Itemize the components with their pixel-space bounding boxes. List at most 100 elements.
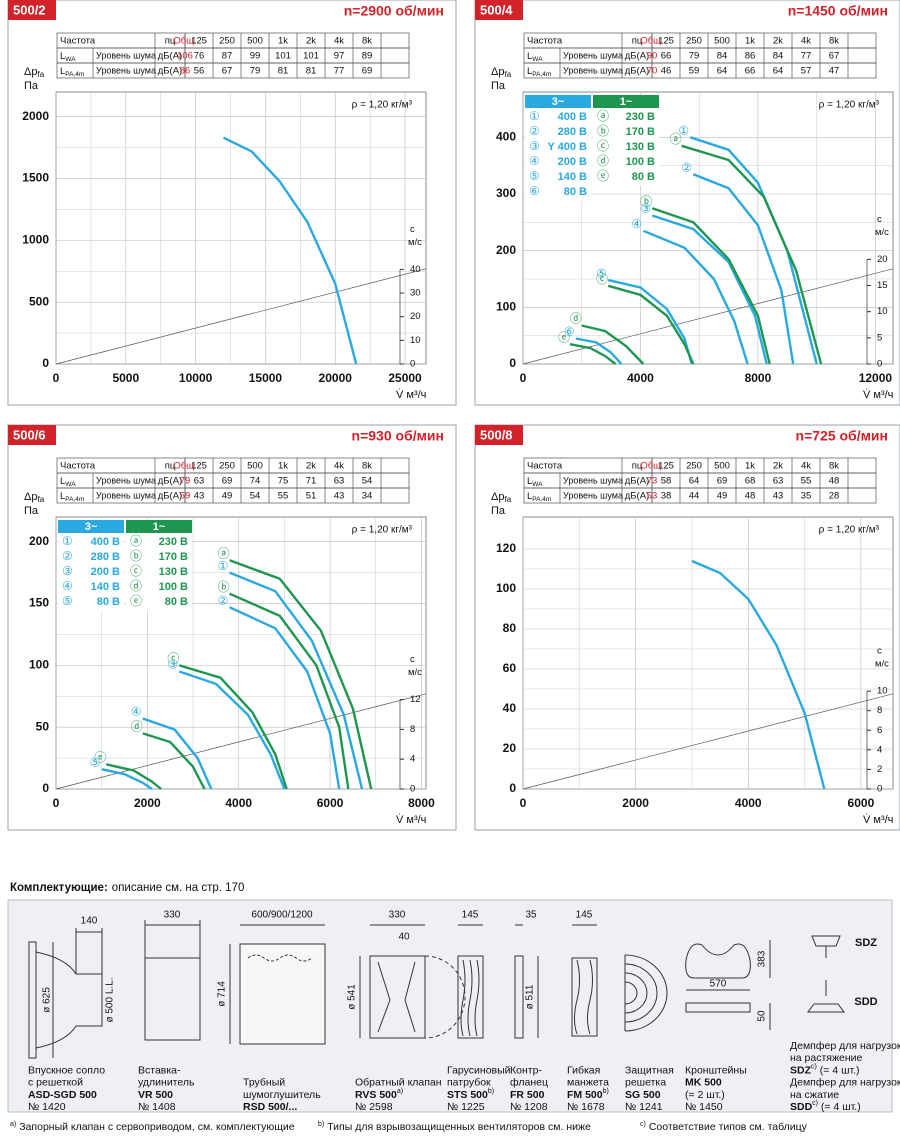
item-caption-text: с решеткой: [28, 1076, 83, 1088]
item-caption-text: MK 500: [685, 1076, 722, 1088]
item-caption-text: FM 500: [567, 1089, 603, 1101]
panel-frame: [7, 424, 457, 831]
plot-area: [55, 91, 427, 365]
item-caption: удлинитель: [138, 1076, 195, 1088]
row-unit: дБ(А): [158, 51, 182, 62]
item-caption: Обратный клапан: [355, 1076, 442, 1088]
y-axis-label: Δpfa: [24, 491, 45, 504]
table-header: 8k: [829, 36, 839, 47]
curve-label: ⓐ: [670, 132, 682, 146]
table-value: 47: [829, 66, 840, 77]
row-symbol-sub: WA: [65, 56, 76, 63]
item-caption-text: Демпфер для нагрузок: [790, 1040, 900, 1052]
table-value: 67: [829, 51, 840, 62]
table-header: 2k: [306, 36, 316, 47]
item-caption-sup: c): [812, 1100, 818, 1107]
legend-name: 80 В: [165, 596, 188, 608]
table-header: 125: [191, 36, 207, 47]
row-name: Уровень шума: [96, 50, 156, 60]
accessories-subtitle: описание см. на стр. 170: [112, 882, 245, 894]
item-caption: Контр-: [510, 1064, 542, 1076]
table-header: пц: [165, 36, 176, 47]
item-caption-text: STS 500: [447, 1089, 488, 1101]
velocity-tick-label: 8: [877, 705, 882, 716]
table-value: 68: [745, 476, 756, 487]
item-caption-sup: a): [397, 1088, 403, 1095]
table-value: 57: [801, 66, 812, 77]
x-tick-label: 5000: [112, 371, 139, 385]
item-caption-text: Защитная: [625, 1064, 674, 1076]
fan-curve: [178, 664, 288, 790]
legend-name: 80 В: [564, 186, 587, 198]
y-axis-unit: Па: [491, 505, 506, 517]
velocity-label: c: [877, 646, 882, 657]
table-value: 49: [222, 491, 233, 502]
dimension-label: 600/900/1200: [251, 910, 313, 921]
velocity-tick-label: 10: [877, 686, 888, 697]
table-value: 73: [647, 476, 658, 487]
y-tick-label: 50: [36, 719, 50, 733]
curve-label: ①: [678, 124, 689, 138]
x-tick-label: 0: [520, 796, 527, 810]
fan-curve: [642, 229, 749, 365]
legend-marker: ③: [529, 139, 540, 153]
item-caption: № 1408: [138, 1101, 176, 1113]
item-caption: на сжатие: [790, 1089, 839, 1101]
table-value: 69: [717, 476, 728, 487]
item-caption-text: SG 500: [625, 1089, 661, 1101]
table-row-frame: [523, 487, 877, 504]
x-axis-label: V̇ м³/ч: [863, 388, 893, 401]
fan-curve: [575, 337, 623, 365]
table-value: 66: [661, 51, 672, 62]
item-caption-tail: (= 4 шт.): [817, 1064, 860, 1076]
item-caption: STS 500b): [447, 1088, 494, 1101]
legend-name: 230 В: [626, 111, 655, 123]
item-caption: ASD-SGD 500: [28, 1089, 97, 1101]
legend-header: [126, 520, 192, 533]
legend-marker: ⓒ: [597, 139, 609, 153]
table-value: 58: [661, 476, 672, 487]
x-axis-label: V̇ м³/ч: [863, 813, 893, 826]
fan-curve: [690, 136, 818, 365]
item-caption: FM 500b): [567, 1088, 609, 1101]
legend-marker: ⓐ: [597, 109, 609, 123]
curve-label: ②: [218, 593, 229, 607]
curve-label: ①: [218, 559, 229, 573]
legend-name: 170 В: [626, 126, 655, 138]
y-tick-label: 0: [42, 781, 49, 795]
y-axis-label-sub: fa: [504, 495, 511, 504]
velocity-tick-label: 8: [410, 724, 415, 735]
density-label: ρ = 1,20 кг/м³: [819, 525, 880, 536]
velocity-unit: м/с: [875, 227, 889, 238]
curve-label: ⑥: [564, 325, 575, 339]
dimension-label: 383: [757, 950, 768, 967]
table-value: 79: [689, 51, 700, 62]
y-tick-label: 0: [509, 356, 516, 370]
x-tick-label: 25000: [388, 371, 422, 385]
row-unit: дБ(А): [625, 66, 649, 77]
velocity-unit: м/с: [408, 237, 422, 248]
curve-label: ⓑ: [218, 580, 230, 594]
item-caption: SDDc) (= 4 шт.): [790, 1100, 861, 1113]
dimension-label: 330: [164, 910, 181, 921]
fan-curve: [229, 592, 350, 790]
legend-marker: ⓑ: [597, 124, 609, 138]
item-caption-text: решетка: [625, 1076, 666, 1088]
table-header: 500: [714, 461, 730, 472]
x-tick-label: 8000: [408, 796, 435, 810]
table-value: 54: [362, 476, 373, 487]
legend-name: 80 В: [632, 171, 655, 183]
legend-marker: ①: [62, 534, 73, 548]
velocity-unit: м/с: [408, 667, 422, 678]
x-tick-label: 2000: [134, 796, 161, 810]
table-header: Общ.: [173, 36, 196, 47]
table-value: 81: [306, 66, 317, 77]
table-header: 125: [191, 461, 207, 472]
x-tick-label: 6000: [848, 796, 875, 810]
legend-name: 400 В: [558, 111, 587, 123]
item-caption-sup: b): [488, 1088, 494, 1095]
density-label: ρ = 1,20 кг/м³: [352, 100, 413, 111]
x-tick-label: 20000: [319, 371, 353, 385]
item-caption-text: шумоглушитель: [243, 1089, 321, 1101]
y-tick-label: 1000: [22, 233, 49, 247]
